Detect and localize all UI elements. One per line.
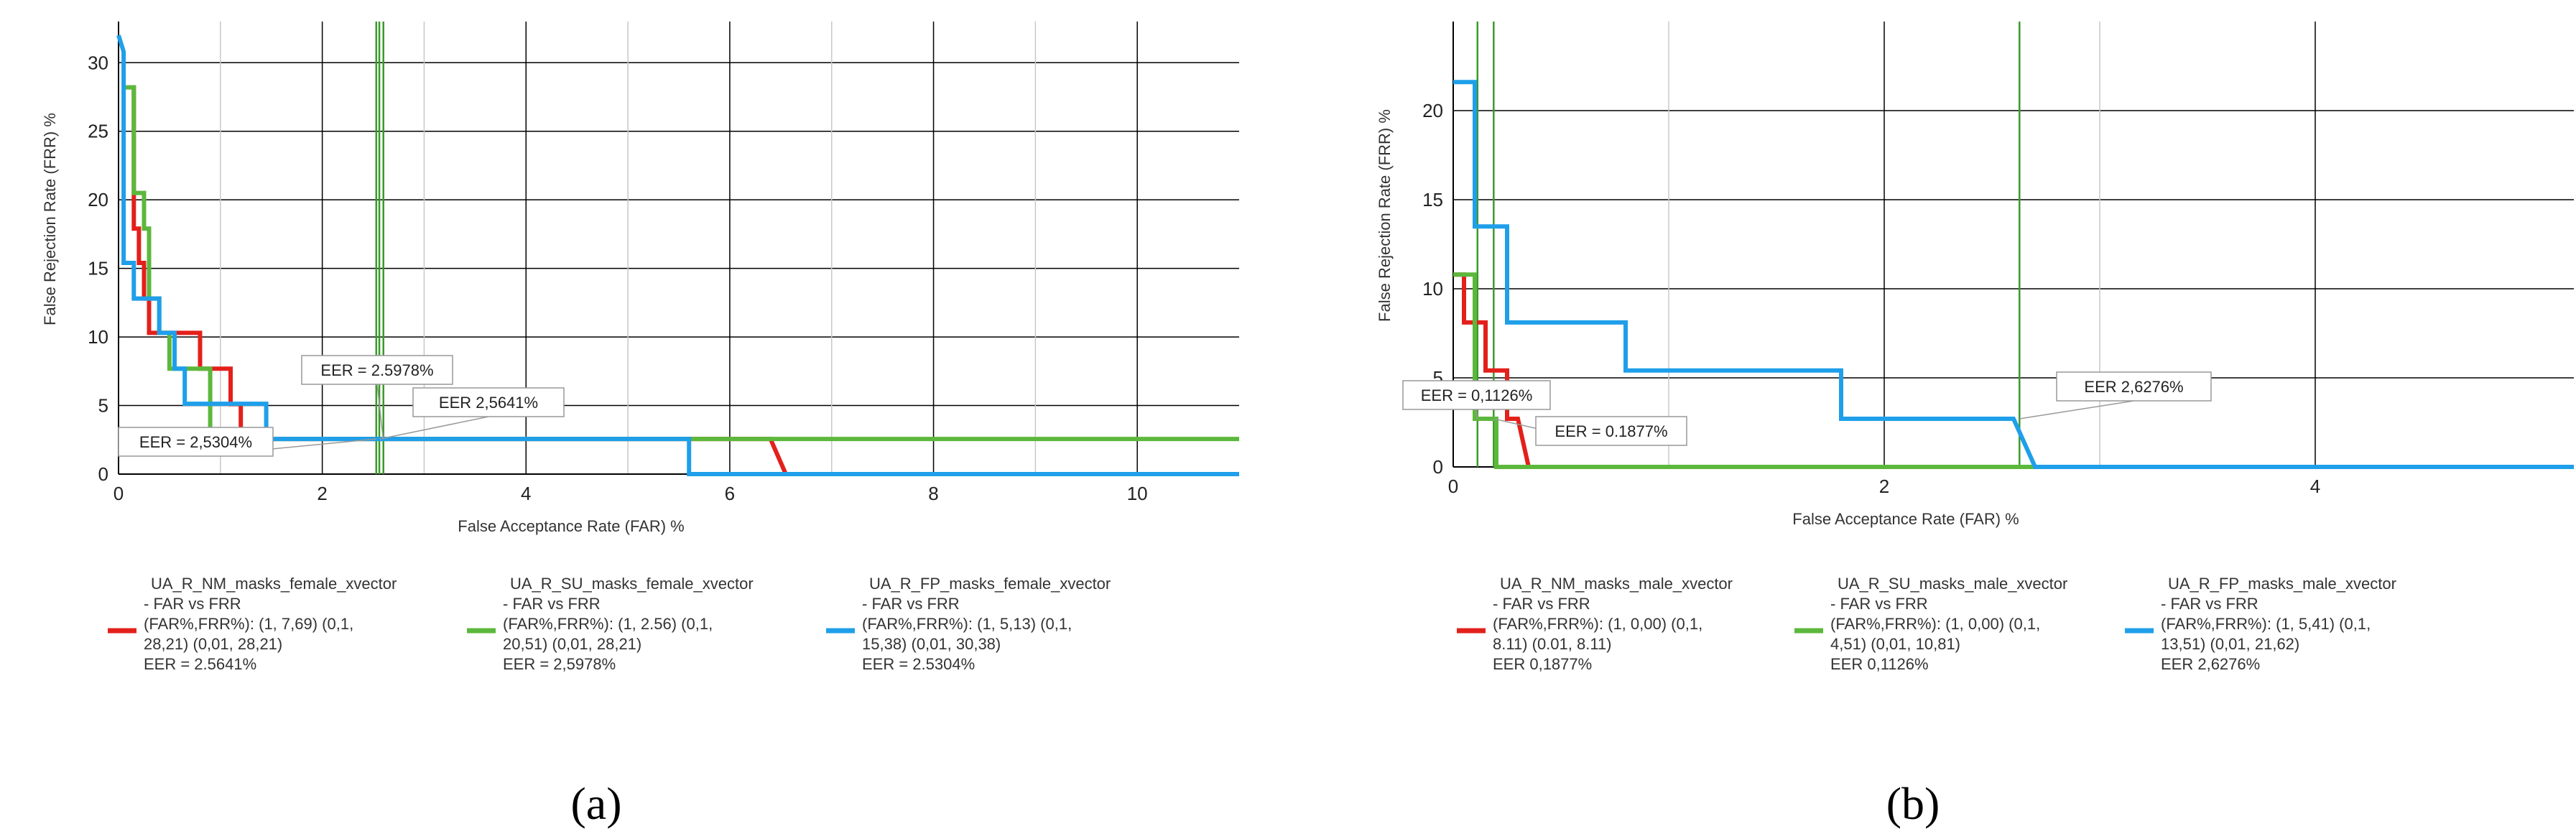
- x-tick-label: 10: [1127, 483, 1148, 504]
- y-tick-label: 25: [88, 121, 108, 142]
- legend-text-line: UA_R_FP_masks_female_xvector: [869, 575, 1111, 593]
- x-tick-label: 4: [2310, 476, 2320, 497]
- y-tick-label: 0: [1433, 456, 1443, 478]
- callout-pointer: [1475, 409, 1478, 420]
- legend-text-line: 28,21) (0,01, 28,21): [144, 635, 282, 653]
- y-tick-label: 20: [88, 189, 108, 210]
- x-tick-label: 2: [1879, 476, 1889, 497]
- grid: [1453, 22, 2574, 468]
- callout-text: EER = 2.5978%: [320, 361, 433, 379]
- legend-text-line: EER = 2.5304%: [862, 655, 975, 673]
- callout-box: [2056, 371, 2212, 402]
- legend-text-line: EER 0,1126%: [1830, 655, 1929, 673]
- x-tick-label: 6: [725, 483, 735, 504]
- legend-text-line: UA_R_FP_masks_male_xvector: [2168, 575, 2396, 593]
- eer-callout: EER 2,5641%: [379, 387, 565, 440]
- eer-callout: EER = 0.1877%: [1493, 416, 1687, 446]
- legend-entry-3: UA_R_FP_masks_female_xvector - FAR vs FRR…: [826, 575, 1111, 673]
- panel-caption: (a): [570, 778, 621, 829]
- callout-text: EER 2,6276%: [2084, 378, 2183, 396]
- legend-text-line: - FAR vs FRR: [2161, 595, 2258, 613]
- series-line-1: [129, 85, 1239, 476]
- series-line-3: [116, 34, 1239, 476]
- series-line-2: [1453, 272, 2574, 469]
- legend-text-line: (FAR%,FRR%): (1, 2.56) (0,1,: [503, 615, 713, 633]
- callout-pointer: [379, 416, 489, 440]
- series-line-2: [124, 85, 1239, 442]
- legend-entry-1: UA_R_NM_masks_male_xvector - FAR vs FRR (F…: [1457, 575, 1733, 673]
- legend-text-line: - FAR vs FRR: [503, 595, 601, 613]
- series-line-1: [1453, 272, 2574, 469]
- y-axis-label: False Rejection Rate (FRR) %: [41, 113, 59, 325]
- callout-pointer: [376, 384, 384, 440]
- legend-text-line: (FAR%,FRR%): (1, 0,00) (0,1,: [1830, 615, 2040, 633]
- callout-box: [1535, 416, 1687, 446]
- callout-text: EER = 0.1877%: [1555, 422, 1667, 440]
- legend-text-line: 15,38) (0,01, 30,38): [862, 635, 1001, 653]
- eer-callout: EER 2,6276%: [2019, 371, 2212, 420]
- legend-text-line: EER 2,6276%: [2161, 655, 2260, 673]
- y-tick-label: 20: [1422, 100, 1443, 121]
- y-axis-label: False Rejection Rate (FRR) %: [1376, 109, 1394, 322]
- series-line-3: [1453, 80, 2574, 469]
- callout-text: EER 2,5641%: [439, 394, 538, 412]
- legend-entry-2: UA_R_SU_masks_female_xvector - FAR vs FRR…: [467, 575, 754, 673]
- legend-text-line: EER = 2,5978%: [503, 655, 616, 673]
- y-tick-label: 30: [88, 52, 108, 73]
- x-tick-label: 4: [521, 483, 531, 504]
- legend-entry-1: UA_R_NM_masks_female_xvector - FAR vs FRR…: [108, 575, 397, 673]
- legend-text-line: UA_R_NM_masks_male_xvector: [1500, 575, 1733, 593]
- grid: [118, 22, 1239, 475]
- legend-text-line: UA_R_NM_masks_female_xvector: [151, 575, 397, 593]
- y-tick-label: 15: [1422, 189, 1443, 210]
- x-tick-label: 8: [928, 483, 938, 504]
- callout-text: EER = 2,5304%: [139, 433, 252, 451]
- callout-box: [301, 355, 453, 385]
- legend-text-line: - FAR vs FRR: [1830, 595, 1928, 613]
- legend-text-line: EER 0,1877%: [1493, 655, 1592, 673]
- legend-text-line: 20,51) (0,01, 28,21): [503, 635, 641, 653]
- legend-entry-3: UA_R_FP_masks_male_xvector - FAR vs FRR (F…: [2125, 575, 2396, 673]
- y-tick-label: 10: [1422, 278, 1443, 300]
- legend-text-line: 4,51) (0,01, 10,81): [1830, 635, 1960, 653]
- legend-text-line: 13,51) (0,01, 21,62): [2161, 635, 2299, 653]
- x-tick-label: 0: [1448, 476, 1458, 497]
- x-axis-label: False Acceptance Rate (FAR) %: [458, 517, 684, 535]
- y-tick-label: 5: [98, 395, 108, 417]
- panel-caption: (b): [1886, 778, 1940, 829]
- legend-text-line: UA_R_SU_masks_male_xvector: [1838, 575, 2067, 593]
- x-tick-label: 0: [113, 483, 124, 504]
- legend-text-line: (FAR%,FRR%): (1, 7,69) (0,1,: [144, 615, 353, 633]
- callout-box: [1402, 380, 1551, 410]
- callout-text: EER = 0,1126%: [1421, 386, 1533, 404]
- eer-callout: EER = 0,1126%: [1402, 380, 1551, 420]
- legend-text-line: (FAR%,FRR%): (1, 0,00) (0,1,: [1493, 615, 1702, 633]
- callout-box: [412, 387, 565, 417]
- legend-text-line: - FAR vs FRR: [144, 595, 241, 613]
- legend-text-line: 8.11) (0.01, 8.11): [1493, 635, 1612, 653]
- legend-text-line: - FAR vs FRR: [1493, 595, 1590, 613]
- callout-pointer: [2019, 400, 2134, 420]
- eer-callout: EER = 2.5978%: [301, 355, 453, 440]
- x-tick-label: 2: [317, 483, 327, 504]
- legend-entry-2: UA_R_SU_masks_male_xvector - FAR vs FRR (F…: [1794, 575, 2067, 673]
- eer-callout: EER = 2,5304%: [118, 427, 376, 457]
- chart-panel-a: 0 5 10 15 20 25 30 0 2 4 6 8 10 False Acceptance Rate…: [41, 22, 1239, 829]
- y-tick-label: 15: [88, 258, 108, 279]
- y-tick-label: 10: [88, 326, 108, 348]
- legend-text-line: EER = 2.5641%: [144, 655, 256, 673]
- legend-text-line: (FAR%,FRR%): (1, 5,13) (0,1,: [862, 615, 1072, 633]
- x-axis-label: False Acceptance Rate (FAR) %: [1792, 510, 2019, 528]
- legend-text-line: UA_R_SU_masks_female_xvector: [510, 575, 754, 593]
- y-tick-label: 0: [98, 463, 108, 485]
- callout-box: [118, 427, 274, 457]
- legend-text-line: (FAR%,FRR%): (1, 5,41) (0,1,: [2161, 615, 2371, 633]
- legend-text-line: - FAR vs FRR: [862, 595, 960, 613]
